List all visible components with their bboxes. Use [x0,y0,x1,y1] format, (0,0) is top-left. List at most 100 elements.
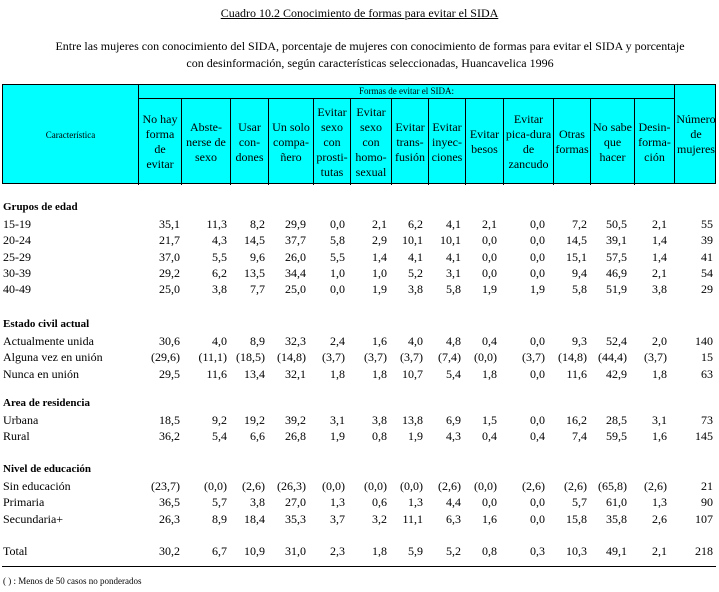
table-cell: 73 [701,413,713,427]
table-cell: (0,0) [474,350,497,365]
table-cell: 2,6 [652,511,667,526]
table-row: Nunca en unión 29,5 11,6 13,4 32,1 1,8 1,8 10,7… [0,366,719,382]
table-cell: 10,1 [402,233,423,248]
header-column: Otras formas [553,99,590,185]
table-cell: 7,4 [572,429,587,444]
table-cell: 11,1 [402,511,423,526]
table-row: Total 30,2 6,7 10,9 31,0 2,3 1,8 5,9 5,2 0,8 0,3 10… [0,543,719,559]
table-cell: 145 [695,429,713,444]
table-cell: 37,0 [159,249,180,264]
table-cell: 0,0 [530,265,545,280]
table-cell: 0,0 [530,413,545,427]
table-cell: 9,4 [572,265,587,280]
table-cell: 2,0 [652,334,667,348]
table-cell: 218 [695,544,713,558]
table-cell: 3,1 [330,413,345,427]
table-cell: 2,1 [482,217,497,231]
row-label: Secundaria+ [3,511,64,526]
table-cell: 1,6 [652,429,667,444]
header-column: Evitar pica-dura de zancudo [503,99,553,185]
table-cell: 51,9 [606,282,627,297]
table-cell: 25,0 [285,282,306,297]
row-label: Actualmente unida [3,334,94,348]
table-cell: 0,4 [482,334,497,348]
table-cell: 3,1 [446,265,461,280]
table-cell: 18,5 [159,413,180,427]
table-cell: 14,5 [566,233,587,248]
table-cell: 3,8 [408,282,423,297]
table-row: Urbana 18,5 9,2 19,2 39,2 3,1 3,8 13,8 6,9 1,5 0,0… [0,412,719,428]
table-cell: 54 [701,265,713,280]
table-cell: 36,2 [159,429,180,444]
table-cell: 3,8 [652,282,667,297]
table-cell: 39 [701,233,713,248]
table-cell: (3,7) [400,350,423,365]
table-cell: 0,8 [372,429,387,444]
table-cell: 1,5 [482,413,497,427]
table-cell: 5,8 [572,282,587,297]
table-header: Característica Formas de evitar el SIDA:… [2,84,717,185]
table-cell: 32,3 [285,334,306,348]
table-cell: 6,2 [212,265,227,280]
table-cell: 46,9 [606,265,627,280]
table-cell: 0,0 [530,495,545,510]
table-row: 20-24 21,7 4,3 14,5 37,7 5,8 2,9 10,1 10,1 0,0 0,0… [0,232,719,248]
table-cell: 0,4 [482,429,497,444]
table-cell: 1,0 [330,265,345,280]
table-cell: 1,9 [330,429,345,444]
table-cell: 41 [701,249,713,264]
table-cell: 1,4 [372,249,387,264]
table-cell: 1,3 [652,495,667,510]
table-cell: 5,7 [212,495,227,510]
table-cell: 15,8 [566,511,587,526]
table-cell: 29 [701,282,713,297]
table-cell: 42,9 [606,366,627,381]
table-cell: 29,5 [159,366,180,381]
table-cell: 1,9 [530,282,545,297]
section-title: Grupos de edad [3,201,78,213]
table-cell: 35,8 [606,511,627,526]
header-column: No sabe que hacer [590,99,634,185]
table-cell: 2,1 [652,544,667,558]
table-cell: 26,8 [285,429,306,444]
section-heading: Area de residencia [0,395,719,411]
table-cell: 8,2 [250,217,265,231]
table-cell: 19,2 [244,413,265,427]
table-cell: 3,1 [652,413,667,427]
table-cell: 13,5 [244,265,265,280]
table-cell: 36,5 [159,495,180,510]
table-cell: 35,1 [159,217,180,231]
table-cell: 6,7 [212,544,227,558]
table-cell: 16,2 [566,413,587,427]
header-characteristic: Característica [45,130,96,140]
table-cell: 2,1 [372,217,387,231]
table-cell: 21,7 [159,233,180,248]
table-cell: 15 [701,350,713,365]
table-cell: 25,0 [159,282,180,297]
table-cell: 11,6 [206,366,227,381]
header-numero-de-mujeres: Número de mujeres [674,85,717,183]
table-cell: (11,1) [198,350,227,365]
table-cell: 5,4 [446,366,461,381]
table-cell: 13,8 [402,413,423,427]
table-row: Actualmente unida 30,6 4,0 8,9 32,3 2,4 1,6 4,0… [0,333,719,349]
table-cell: 4,4 [446,495,461,510]
table-cell: 2,1 [652,217,667,231]
table-cell: 0,6 [372,495,387,510]
table-cell: 18,4 [244,511,265,526]
header-column: Evitar trans-fusión [391,99,428,185]
table-cell: 30,2 [159,544,180,558]
table-cell: (3,7) [322,350,345,365]
table-cell: (0,0) [400,479,423,493]
table-cell: 4,1 [446,249,461,264]
table-cell: 3,7 [330,511,345,526]
table-cell: 140 [695,334,713,348]
table-cell: 5,2 [408,265,423,280]
table-cell: 0,0 [530,233,545,248]
table-cell: 1,4 [652,249,667,264]
table-cell: 10,1 [440,233,461,248]
table-subtitle: Entre las mujeres con conocimiento del S… [40,38,700,72]
row-label: 25-29 [3,249,31,264]
table-cell: 11,6 [566,366,587,381]
table-cell: 6,3 [446,511,461,526]
